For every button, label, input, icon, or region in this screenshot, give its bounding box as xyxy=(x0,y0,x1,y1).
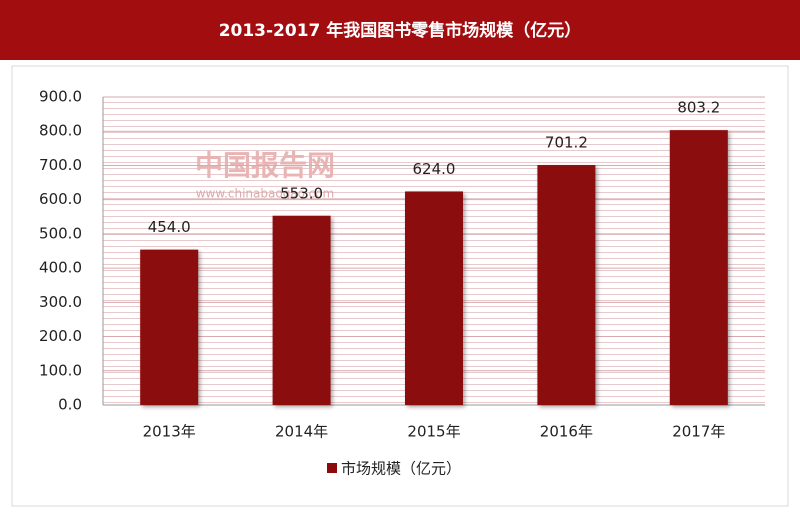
y-tick-label: 300.0 xyxy=(39,293,82,311)
y-tick-label: 900.0 xyxy=(39,88,82,106)
y-tick-label: 200.0 xyxy=(39,327,82,345)
value-label: 803.2 xyxy=(677,99,720,117)
x-tick-label: 2014年 xyxy=(275,423,328,441)
title-band xyxy=(0,0,800,60)
x-tick-label: 2017年 xyxy=(672,423,725,441)
y-tick-label: 0.0 xyxy=(58,396,82,414)
bar xyxy=(405,191,463,405)
x-tick-label: 2015年 xyxy=(407,423,460,441)
y-tick-label: 800.0 xyxy=(39,122,82,140)
value-label: 701.2 xyxy=(545,134,588,152)
x-tick-label: 2016年 xyxy=(540,423,593,441)
x-tick-label: 2013年 xyxy=(143,423,196,441)
y-tick-label: 600.0 xyxy=(39,190,82,208)
bar xyxy=(140,249,199,405)
legend-label: 市场规模（亿元） xyxy=(341,460,461,478)
y-tick-label: 400.0 xyxy=(39,259,82,277)
legend-swatch xyxy=(327,463,337,473)
bar xyxy=(272,215,331,405)
y-tick-label: 100.0 xyxy=(39,361,82,379)
y-tick-label: 700.0 xyxy=(39,156,82,174)
value-label: 624.0 xyxy=(413,160,456,178)
value-label: 454.0 xyxy=(148,218,191,236)
bar xyxy=(537,165,596,405)
y-tick-label: 500.0 xyxy=(39,224,82,242)
bar xyxy=(669,130,728,405)
watermark: www.chinabaogao.com xyxy=(196,187,335,201)
value-label: 553.0 xyxy=(280,184,323,202)
chart-title: 2013-2017 年我国图书零售市场规模（亿元） xyxy=(219,20,582,41)
